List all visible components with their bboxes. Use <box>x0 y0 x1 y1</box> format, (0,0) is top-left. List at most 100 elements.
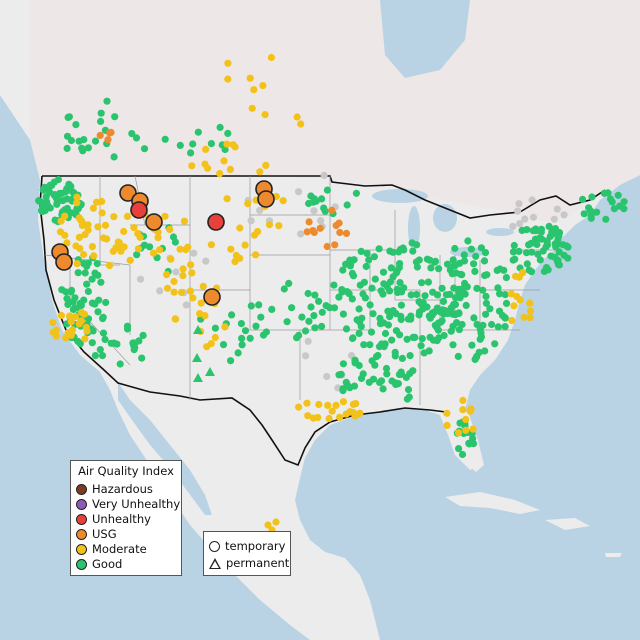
good-marker <box>470 314 478 322</box>
good-marker <box>65 113 73 121</box>
good-marker <box>386 247 394 255</box>
moderate-marker <box>520 313 528 321</box>
moderate-marker <box>223 195 231 203</box>
good-marker <box>93 260 101 268</box>
good-marker <box>64 300 72 308</box>
good-marker <box>502 274 510 282</box>
moderate-marker <box>295 403 303 411</box>
good-marker <box>479 286 487 294</box>
good-marker <box>76 299 84 307</box>
no-data-marker <box>136 275 145 283</box>
good-marker <box>424 278 432 286</box>
moderate-marker <box>508 316 516 325</box>
good-marker <box>255 301 263 309</box>
good-marker <box>446 290 454 298</box>
good-marker <box>140 145 149 153</box>
usg-marker <box>305 218 313 226</box>
moderate-markers <box>49 53 535 534</box>
good-marker <box>458 450 467 459</box>
good-marker <box>74 205 82 213</box>
moderate-marker <box>332 401 340 409</box>
usg-temporary-marker <box>203 288 221 306</box>
good-marker <box>457 270 465 278</box>
good-marker <box>259 331 268 339</box>
no-data-marker <box>560 211 568 219</box>
moderate-marker <box>134 245 142 253</box>
moderate-marker <box>246 74 254 82</box>
good-marker <box>477 244 485 252</box>
legend-item-good: Good <box>76 557 122 571</box>
moderate-marker <box>454 429 463 437</box>
moderate-marker <box>177 288 186 296</box>
moderate-marker <box>136 233 144 241</box>
good-marker <box>88 339 96 347</box>
good-marker <box>501 291 509 299</box>
good-marker <box>423 255 431 263</box>
good-marker <box>187 149 195 157</box>
good-marker <box>434 319 442 327</box>
good-marker <box>352 189 360 197</box>
moderate-marker <box>72 242 80 250</box>
good-marker <box>412 258 420 266</box>
legend-item-usg: USG <box>76 527 117 541</box>
good-marker <box>543 237 551 245</box>
good-marker <box>384 307 392 315</box>
moderate-marker <box>511 272 520 280</box>
good-marker <box>396 260 404 268</box>
moderate-marker <box>103 235 111 243</box>
good-marker <box>330 281 338 289</box>
good-marker <box>307 192 315 200</box>
no-data-marker <box>528 196 536 204</box>
good-marker <box>234 349 242 357</box>
good-marker <box>415 311 423 319</box>
moderate-marker <box>250 86 258 94</box>
good-marker <box>515 247 523 255</box>
moderate-marker <box>328 407 336 415</box>
good-marker <box>246 334 254 342</box>
good-marker <box>339 385 347 393</box>
good-marker <box>438 284 446 292</box>
good-marker <box>510 241 518 250</box>
very-unhealthy-swatch <box>76 498 87 510</box>
permanent-marker <box>192 353 202 362</box>
good-marker <box>502 299 511 307</box>
good-marker <box>407 291 415 299</box>
good-marker <box>604 189 612 197</box>
moderate-marker <box>232 251 240 259</box>
legend-label-very-unhealthy: Very Unhealthy <box>92 497 181 511</box>
good-marker <box>138 354 146 362</box>
good-marker <box>176 141 184 149</box>
no-data-marker <box>553 205 562 213</box>
good-marker <box>536 256 544 264</box>
good-marker <box>99 314 107 322</box>
good-marker <box>562 242 571 250</box>
good-marker <box>454 352 462 360</box>
moderate-marker <box>304 412 312 420</box>
good-marker <box>528 248 536 256</box>
good-marker <box>342 325 351 333</box>
good-marker <box>98 352 107 360</box>
moderate-marker <box>297 120 305 128</box>
good-marker <box>194 128 202 136</box>
good-marker <box>610 205 619 213</box>
good-marker <box>101 335 109 344</box>
usg-temporary-marker <box>119 184 137 202</box>
good-marker <box>366 341 374 349</box>
good-marker <box>368 284 376 292</box>
moderate-marker <box>264 521 272 529</box>
good-marker <box>386 313 394 321</box>
good-marker <box>379 385 387 393</box>
moderate-marker <box>61 212 69 220</box>
good-marker <box>311 291 319 299</box>
no-data-marker <box>256 206 264 214</box>
no-data-marker <box>550 215 558 223</box>
no-data-marker <box>317 217 325 225</box>
moderate-marker <box>224 59 232 67</box>
good-marker <box>350 256 358 264</box>
good-marker <box>461 290 469 298</box>
good-marker <box>59 197 67 205</box>
good-marker <box>382 364 391 373</box>
good-marker <box>360 278 368 286</box>
good-marker <box>113 340 121 348</box>
good-marker <box>51 191 59 199</box>
